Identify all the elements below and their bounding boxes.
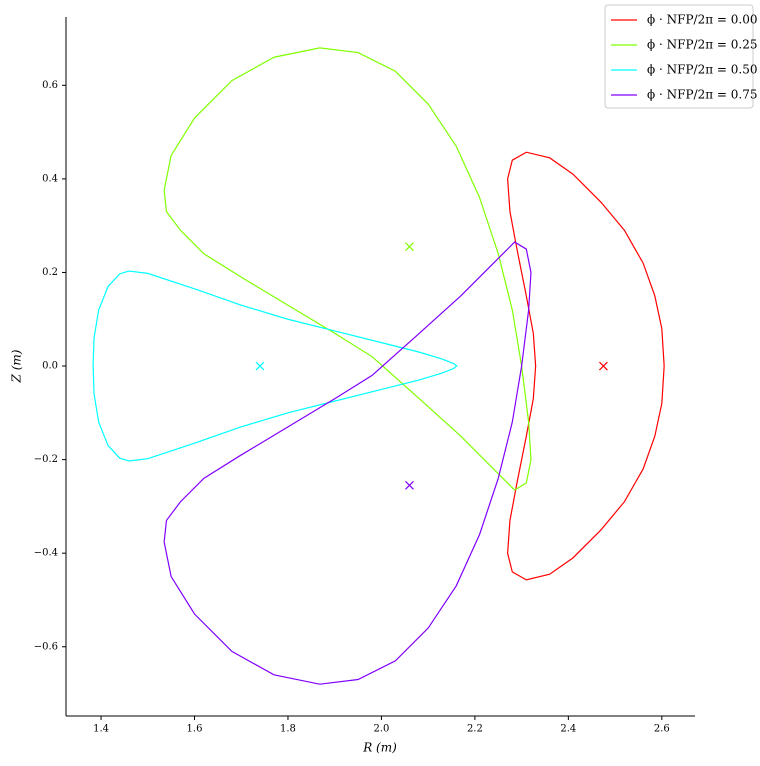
y-tick-label: 0.2 [42, 267, 58, 278]
legend-box [604, 4, 754, 109]
y-tick-label: −0.6 [34, 641, 58, 652]
y-axis-label: Z (m) [10, 349, 24, 383]
legend-label: ϕ · NFP/2π = 0.25 [647, 38, 758, 52]
axis-marker [255, 361, 265, 371]
legend-label: ϕ · NFP/2π = 0.50 [647, 63, 758, 77]
y-tick-label: −0.2 [34, 454, 58, 465]
x-tick-label: 1.6 [187, 724, 203, 735]
y-tick-label: −0.4 [34, 548, 58, 559]
legend-label: ϕ · NFP/2π = 0.75 [647, 88, 758, 102]
x-tick-label: 2.0 [373, 724, 389, 735]
x-tick-label: 2.2 [467, 724, 483, 735]
y-tick-label: 0.0 [42, 361, 58, 372]
axis-marker [405, 480, 414, 490]
legend-label: ϕ · NFP/2π = 0.00 [647, 13, 758, 27]
x-axis-label: R (m) [362, 741, 397, 755]
axis-marker [405, 242, 414, 252]
y-tick-label: 0.4 [42, 173, 58, 184]
x-tick-label: 1.8 [280, 724, 296, 735]
series-line [507, 151, 665, 581]
series-line [163, 241, 532, 685]
y-tick-label: 0.6 [42, 80, 58, 91]
axis-marker [598, 361, 608, 371]
x-tick-label: 2.4 [560, 724, 576, 735]
series-line [92, 270, 458, 462]
x-tick-label: 2.6 [654, 724, 670, 735]
x-tick-label: 1.4 [93, 724, 109, 735]
series-line [163, 47, 532, 491]
